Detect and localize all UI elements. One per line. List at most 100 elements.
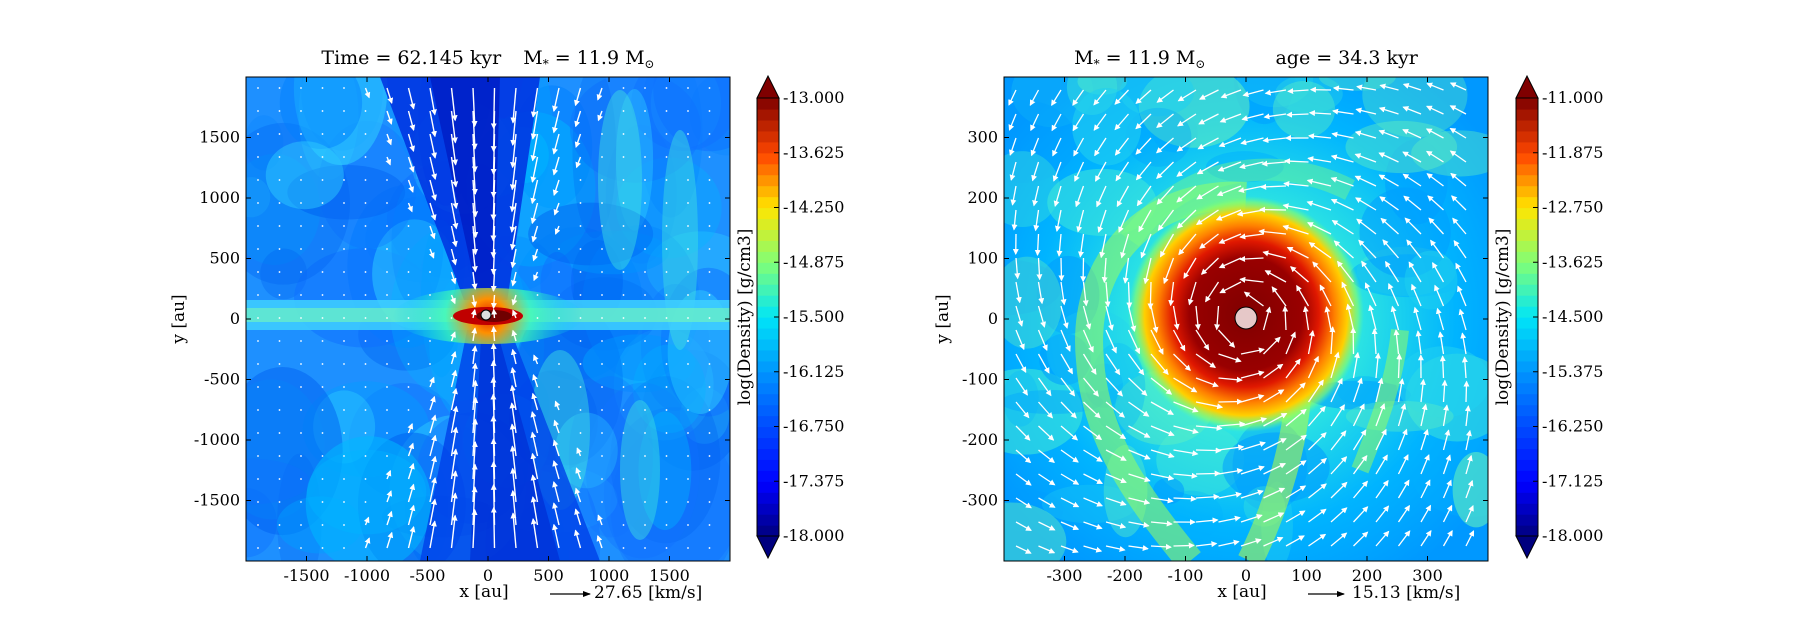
velocity-arrow <box>665 133 668 135</box>
velocity-arrow <box>665 110 668 112</box>
density-blob <box>246 122 350 285</box>
y-tick-label: -1000 <box>194 430 240 449</box>
velocity-arrow <box>708 524 711 526</box>
velocity-arrow <box>622 547 625 549</box>
velocity-arrow <box>1284 158 1309 165</box>
velocity-arrow <box>1402 106 1422 115</box>
velocity-arrow <box>531 392 539 411</box>
velocity-arrow <box>1285 434 1307 451</box>
velocity-arrow <box>1118 209 1130 233</box>
velocity-arrow <box>386 531 394 549</box>
right-velocity-field <box>1008 82 1475 554</box>
velocity-arrow <box>1197 137 1219 150</box>
velocity-arrow <box>1451 195 1467 211</box>
density-blob <box>556 230 669 275</box>
velocity-arrow <box>257 340 259 342</box>
velocity-arrow <box>644 547 646 549</box>
velocity-arrow <box>553 419 560 434</box>
velocity-arrow <box>601 271 603 273</box>
velocity-arrow <box>558 294 560 296</box>
velocity-arrow <box>1263 412 1288 427</box>
velocity-arrow <box>300 409 302 411</box>
velocity-arrow <box>622 87 625 89</box>
right-quiver-key: 15.13 [km/s] <box>1308 583 1460 603</box>
velocity-arrow <box>1195 209 1219 225</box>
velocity-arrow <box>530 431 539 457</box>
velocity-arrow <box>321 340 324 342</box>
velocity-arrow <box>321 156 324 158</box>
velocity-arrow <box>490 325 497 342</box>
velocity-arrow <box>553 202 560 216</box>
velocity-arrow <box>257 202 259 204</box>
velocity-arrow <box>407 409 410 411</box>
velocity-arrow <box>278 202 281 204</box>
colorbar-band <box>1516 338 1538 351</box>
velocity-arrow <box>278 110 281 112</box>
velocity-arrow <box>321 225 324 227</box>
velocity-arrow <box>1425 128 1444 139</box>
velocity-arrow <box>1283 180 1309 187</box>
velocity-arrow <box>1101 257 1108 284</box>
density-blob <box>1345 400 1454 432</box>
velocity-arrow <box>407 225 410 227</box>
velocity-arrow <box>558 363 560 365</box>
velocity-arrow <box>708 294 711 296</box>
velocity-arrow <box>429 414 437 434</box>
velocity-arrow <box>601 432 603 434</box>
velocity-arrow <box>1096 185 1107 208</box>
velocity-arrow <box>471 87 478 128</box>
velocity-arrow <box>622 156 625 158</box>
velocity-arrow <box>1031 161 1040 182</box>
velocity-arrow <box>1260 183 1287 190</box>
velocity-arrow <box>1095 161 1107 182</box>
velocity-arrow <box>622 294 625 296</box>
x-tick-label: 1500 <box>649 566 690 585</box>
velocity-arrow <box>1053 185 1062 207</box>
density-blob <box>287 164 406 220</box>
velocity-arrow <box>1218 539 1240 547</box>
density-blob <box>246 487 277 558</box>
colorbar-band <box>1516 119 1538 132</box>
colorbar-band <box>1516 218 1538 230</box>
velocity-arrow <box>491 308 498 319</box>
velocity-arrow <box>407 133 415 152</box>
velocity-arrow <box>1195 401 1224 410</box>
density-blob <box>638 411 692 531</box>
velocity-arrow <box>579 248 582 250</box>
left-colorbar: -13.000 -13.625 -14.250 -14.875 -15.500 -16.1… <box>735 74 844 560</box>
velocity-arrow <box>665 271 668 273</box>
velocity-arrow <box>1195 470 1221 477</box>
velocity-arrow <box>343 248 345 250</box>
velocity-arrow <box>1060 497 1080 508</box>
velocity-arrow <box>429 455 438 480</box>
velocity-arrow <box>343 386 345 388</box>
velocity-arrow <box>1458 308 1467 331</box>
velocity-arrow <box>300 478 302 480</box>
velocity-arrow <box>471 327 478 342</box>
velocity-arrow <box>1126 281 1133 309</box>
velocity-arrow <box>1375 403 1386 427</box>
density-blob <box>1345 120 1458 174</box>
colorbar-band <box>757 382 779 395</box>
velocity-arrow <box>490 202 497 242</box>
velocity-arrow <box>1464 405 1471 427</box>
velocity-arrow <box>575 467 582 480</box>
velocity-arrow <box>278 248 281 250</box>
velocity-arrow <box>386 317 388 319</box>
velocity-arrow <box>1306 200 1332 211</box>
velocity-arrow <box>536 340 539 342</box>
velocity-arrow <box>1060 401 1077 419</box>
velocity-arrow <box>601 386 603 388</box>
colorbar-band <box>757 481 779 493</box>
velocity-arrow <box>1060 353 1073 375</box>
y-tick-label: 500 <box>209 249 240 268</box>
velocity-arrow <box>579 363 582 365</box>
velocity-arrow <box>533 354 539 365</box>
velocity-arrow <box>1465 429 1472 451</box>
velocity-arrow <box>1150 329 1164 355</box>
velocity-arrow <box>1239 276 1264 283</box>
velocity-arrow <box>300 202 302 204</box>
velocity-arrow <box>321 363 324 365</box>
velocity-arrow <box>490 271 497 292</box>
velocity-arrow <box>1290 266 1309 283</box>
